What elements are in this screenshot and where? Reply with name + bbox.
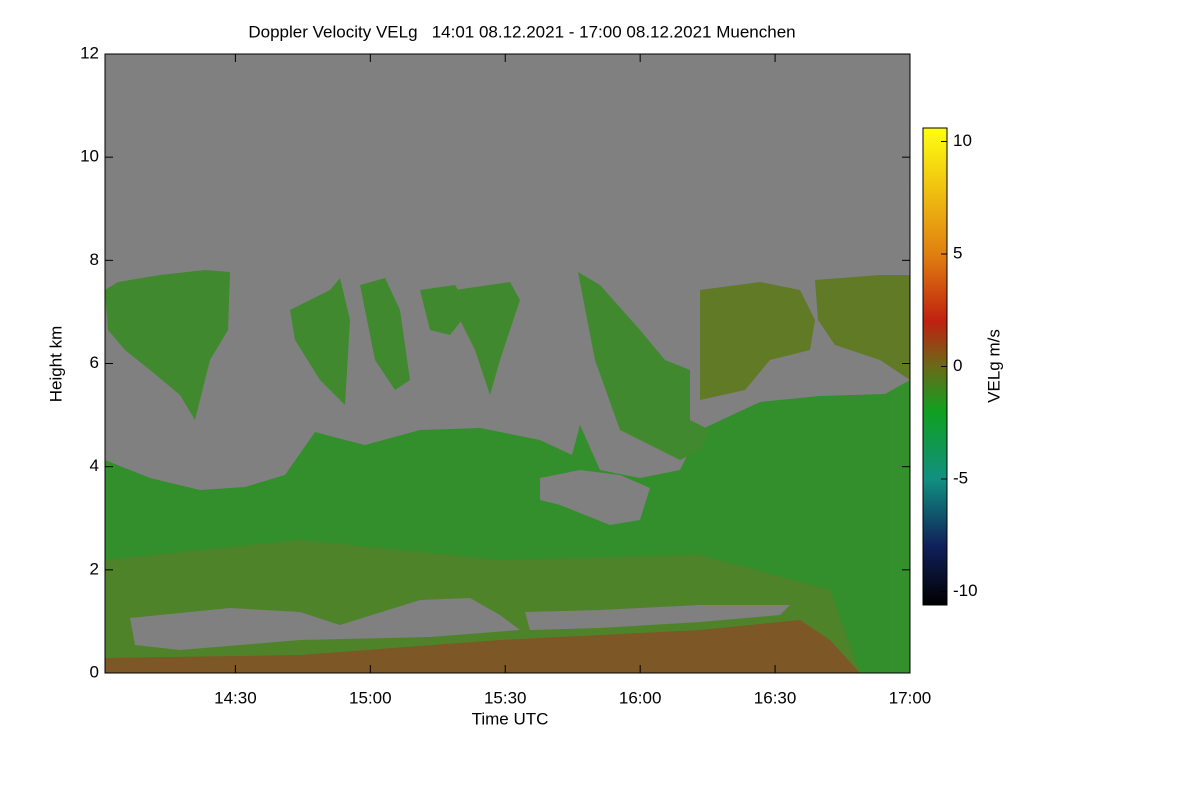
colorbar-tick-label: -5 bbox=[953, 468, 968, 487]
y-tick-label: 4 bbox=[90, 456, 99, 475]
y-tick-label: 10 bbox=[80, 147, 99, 166]
colorbar-tick-label: -10 bbox=[953, 581, 978, 600]
x-tick-label: 17:00 bbox=[889, 688, 932, 707]
y-tick-label: 8 bbox=[90, 250, 99, 269]
surface-layer bbox=[105, 620, 860, 673]
colorbar-tick-label: 10 bbox=[953, 131, 972, 150]
x-tick-label: 15:00 bbox=[349, 688, 392, 707]
colorbar-label: VELg m/s bbox=[984, 329, 1003, 403]
x-tick-label: 14:30 bbox=[214, 688, 257, 707]
upper-cloud bbox=[105, 270, 230, 420]
y-tick-label: 2 bbox=[90, 559, 99, 578]
colorbar-tick-label: 5 bbox=[953, 243, 962, 262]
x-tick-label: 15:30 bbox=[484, 688, 527, 707]
clear-gap bbox=[130, 598, 520, 650]
echo-regions bbox=[105, 270, 910, 673]
y-tick-label: 12 bbox=[80, 43, 99, 62]
upper-cloud bbox=[700, 282, 815, 400]
upper-cloud bbox=[455, 282, 520, 395]
upper-cloud bbox=[290, 278, 350, 405]
upper-cloud bbox=[360, 278, 410, 390]
upper-cloud bbox=[815, 275, 910, 380]
y-axis-label: Height km bbox=[46, 326, 65, 403]
upper-cloud bbox=[578, 272, 710, 460]
chart-title: Doppler Velocity VELg 14:01 08.12.2021 -… bbox=[248, 22, 795, 41]
clear-gap bbox=[540, 470, 650, 525]
x-tick-label: 16:30 bbox=[754, 688, 797, 707]
y-tick-label: 0 bbox=[90, 662, 99, 681]
y-tick-label: 6 bbox=[90, 353, 99, 372]
x-tick-label: 16:00 bbox=[619, 688, 662, 707]
low-cloud bbox=[105, 380, 910, 673]
x-axis-label: Time UTC bbox=[472, 709, 549, 728]
clear-gap bbox=[525, 605, 790, 630]
colorbar-tick-label: 0 bbox=[953, 356, 962, 375]
